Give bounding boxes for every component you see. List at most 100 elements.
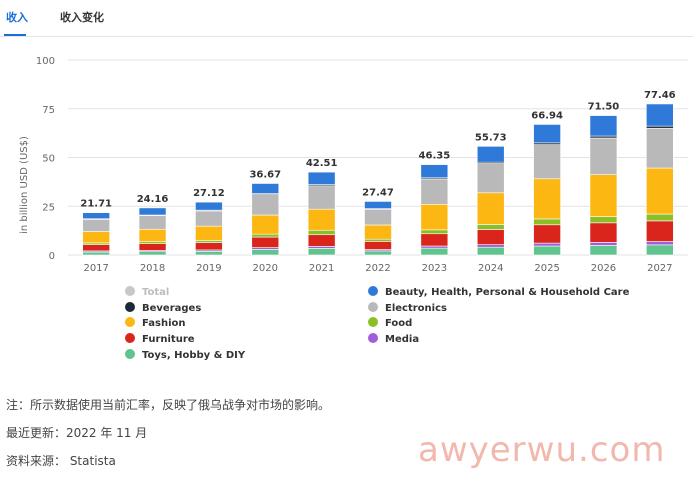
- bar-stack-2025[interactable]: [533, 124, 561, 256]
- bar-stack-2019[interactable]: [195, 201, 223, 256]
- bar-stack-2020[interactable]: [251, 183, 280, 256]
- bar-stack-2023[interactable]: [420, 164, 449, 256]
- total-label: 46.35: [419, 151, 451, 162]
- bar-segment[interactable]: [476, 192, 505, 225]
- bar-segment[interactable]: [307, 234, 336, 247]
- bar-segment[interactable]: [589, 115, 618, 137]
- bar-stack-2018[interactable]: [138, 207, 167, 256]
- bar-stack-2022[interactable]: [364, 201, 392, 256]
- legend-item[interactable]: Beauty, Health, Personal & Household Car…: [368, 286, 630, 298]
- bar-segment[interactable]: [251, 236, 280, 248]
- bar-segment[interactable]: [476, 246, 505, 256]
- bar-segment[interactable]: [138, 215, 167, 230]
- active-tab-indicator: [4, 34, 26, 36]
- bar-segment[interactable]: [476, 229, 505, 245]
- bar-segment[interactable]: [533, 124, 561, 144]
- bar-segment[interactable]: [138, 207, 167, 216]
- bar-segment[interactable]: [420, 164, 449, 179]
- bar-stack-2026[interactable]: [589, 115, 618, 256]
- legend-item[interactable]: Media: [368, 333, 419, 345]
- bar-segment[interactable]: [646, 241, 674, 246]
- bar-segment[interactable]: [251, 183, 280, 194]
- bar-segment[interactable]: [589, 245, 618, 256]
- legend-item[interactable]: Beverages: [125, 302, 201, 314]
- bar-segment[interactable]: [307, 208, 336, 231]
- bar-segment[interactable]: [646, 244, 674, 256]
- bar-segment[interactable]: [195, 201, 223, 211]
- bar-segment[interactable]: [476, 146, 505, 163]
- bar-segment[interactable]: [251, 214, 280, 235]
- bar-segment[interactable]: [82, 219, 110, 232]
- bar-segment[interactable]: [420, 229, 449, 235]
- bar-segment[interactable]: [533, 245, 561, 256]
- bar-segment[interactable]: [589, 137, 618, 175]
- bar-segment[interactable]: [646, 213, 674, 222]
- legend-item[interactable]: Electronics: [368, 302, 447, 314]
- bar-segment[interactable]: [589, 174, 618, 217]
- legend-item[interactable]: Total: [125, 286, 169, 298]
- bar-segment[interactable]: [420, 233, 449, 247]
- bar-segment[interactable]: [420, 178, 449, 205]
- bar-segment[interactable]: [476, 163, 505, 194]
- bar-segment[interactable]: [138, 228, 167, 243]
- legend-swatch: [368, 286, 378, 296]
- legend-item[interactable]: Toys, Hobby & DIY: [125, 349, 246, 361]
- bar-stack-2027[interactable]: [646, 103, 674, 256]
- bar-segment[interactable]: [364, 250, 392, 256]
- bar-segment[interactable]: [364, 224, 392, 240]
- bar-segment[interactable]: [476, 224, 505, 230]
- bar-segment[interactable]: [307, 248, 336, 256]
- bar-segment[interactable]: [307, 185, 336, 210]
- bar-segment[interactable]: [307, 171, 336, 185]
- bar-segment[interactable]: [589, 222, 618, 243]
- bar-segment[interactable]: [533, 218, 561, 226]
- bar-segment[interactable]: [646, 127, 674, 169]
- bar-segment[interactable]: [307, 229, 336, 236]
- bar-segment[interactable]: [195, 240, 223, 243]
- bar-segment[interactable]: [82, 251, 110, 256]
- bar-segment[interactable]: [195, 225, 223, 241]
- tab-revenue-change[interactable]: 收入变化: [60, 11, 104, 24]
- x-tick-label: 2024: [478, 263, 503, 274]
- legend-item[interactable]: Food: [368, 317, 412, 329]
- bar-stack-2024[interactable]: [476, 146, 505, 256]
- bar-segment[interactable]: [138, 251, 167, 256]
- bar-segment[interactable]: [138, 243, 167, 251]
- bar-segment[interactable]: [533, 144, 561, 180]
- bar-segment[interactable]: [533, 224, 561, 244]
- bar-segment[interactable]: [364, 238, 392, 242]
- legend-item[interactable]: Furniture: [125, 333, 195, 345]
- tab-revenue[interactable]: 收入: [6, 11, 28, 24]
- bar-segment[interactable]: [420, 247, 449, 256]
- bar-segment[interactable]: [420, 204, 449, 231]
- bar-segment[interactable]: [646, 125, 674, 129]
- bar-segment[interactable]: [251, 233, 280, 238]
- bar-segment[interactable]: [364, 209, 392, 226]
- bar-segment[interactable]: [195, 210, 223, 227]
- bar-segment[interactable]: [646, 220, 674, 242]
- bar-segment[interactable]: [195, 242, 223, 251]
- bar-segment[interactable]: [589, 216, 618, 224]
- bar-segment[interactable]: [364, 241, 392, 250]
- bar-segment[interactable]: [476, 244, 505, 248]
- bar-segment[interactable]: [646, 167, 674, 215]
- bar-segment[interactable]: [82, 212, 110, 220]
- bar-segment[interactable]: [195, 250, 223, 256]
- bar-segment[interactable]: [589, 242, 618, 246]
- legend[interactable]: Total Beauty, Health, Personal & Househol…: [125, 286, 630, 361]
- legend-swatch: [368, 317, 378, 327]
- total-label: 66.94: [531, 110, 563, 121]
- legend-item[interactable]: Fashion: [125, 317, 185, 329]
- bar-segment[interactable]: [420, 245, 449, 249]
- bar-segment[interactable]: [251, 194, 280, 216]
- bar-stack-2021[interactable]: [307, 171, 336, 256]
- legend-label: Fashion: [142, 318, 185, 329]
- bar-segment[interactable]: [646, 103, 674, 127]
- bar-segment[interactable]: [364, 201, 392, 209]
- bar-segment[interactable]: [251, 249, 280, 256]
- bar-segment[interactable]: [533, 242, 561, 247]
- bar-segment[interactable]: [82, 244, 110, 252]
- bar-segment[interactable]: [82, 231, 110, 244]
- bar-stack-2017[interactable]: [82, 212, 110, 256]
- bar-segment[interactable]: [533, 178, 561, 220]
